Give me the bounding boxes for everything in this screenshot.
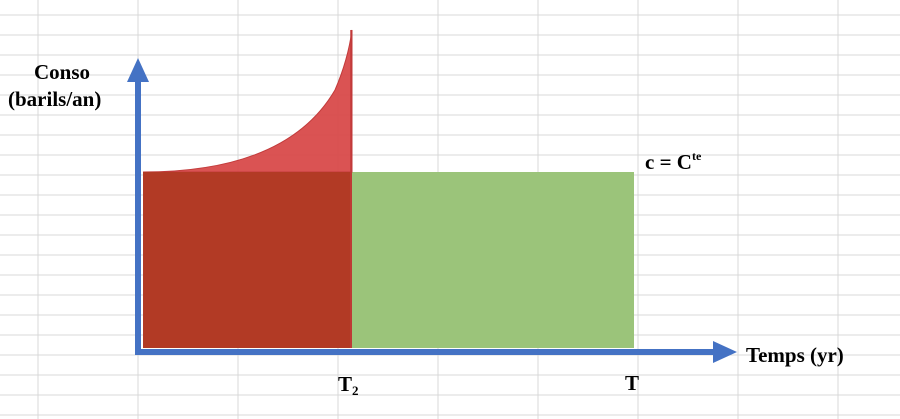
red-consumption-block — [143, 172, 352, 348]
x-axis-arrowhead — [713, 341, 737, 363]
x-axis-label: Temps (yr) — [746, 343, 844, 367]
green-constant-block — [350, 172, 634, 348]
y-axis-arrowhead — [127, 58, 149, 82]
red-growth-curve-area — [142, 29, 353, 173]
y-axis-label-line2: (barils/an) — [8, 87, 102, 111]
constant-label: c = Cte — [645, 149, 702, 174]
t2-tick-label: T2 — [338, 372, 359, 398]
y-axis-label-line1: Conso — [34, 60, 91, 84]
t-tick-label: T — [625, 371, 640, 395]
